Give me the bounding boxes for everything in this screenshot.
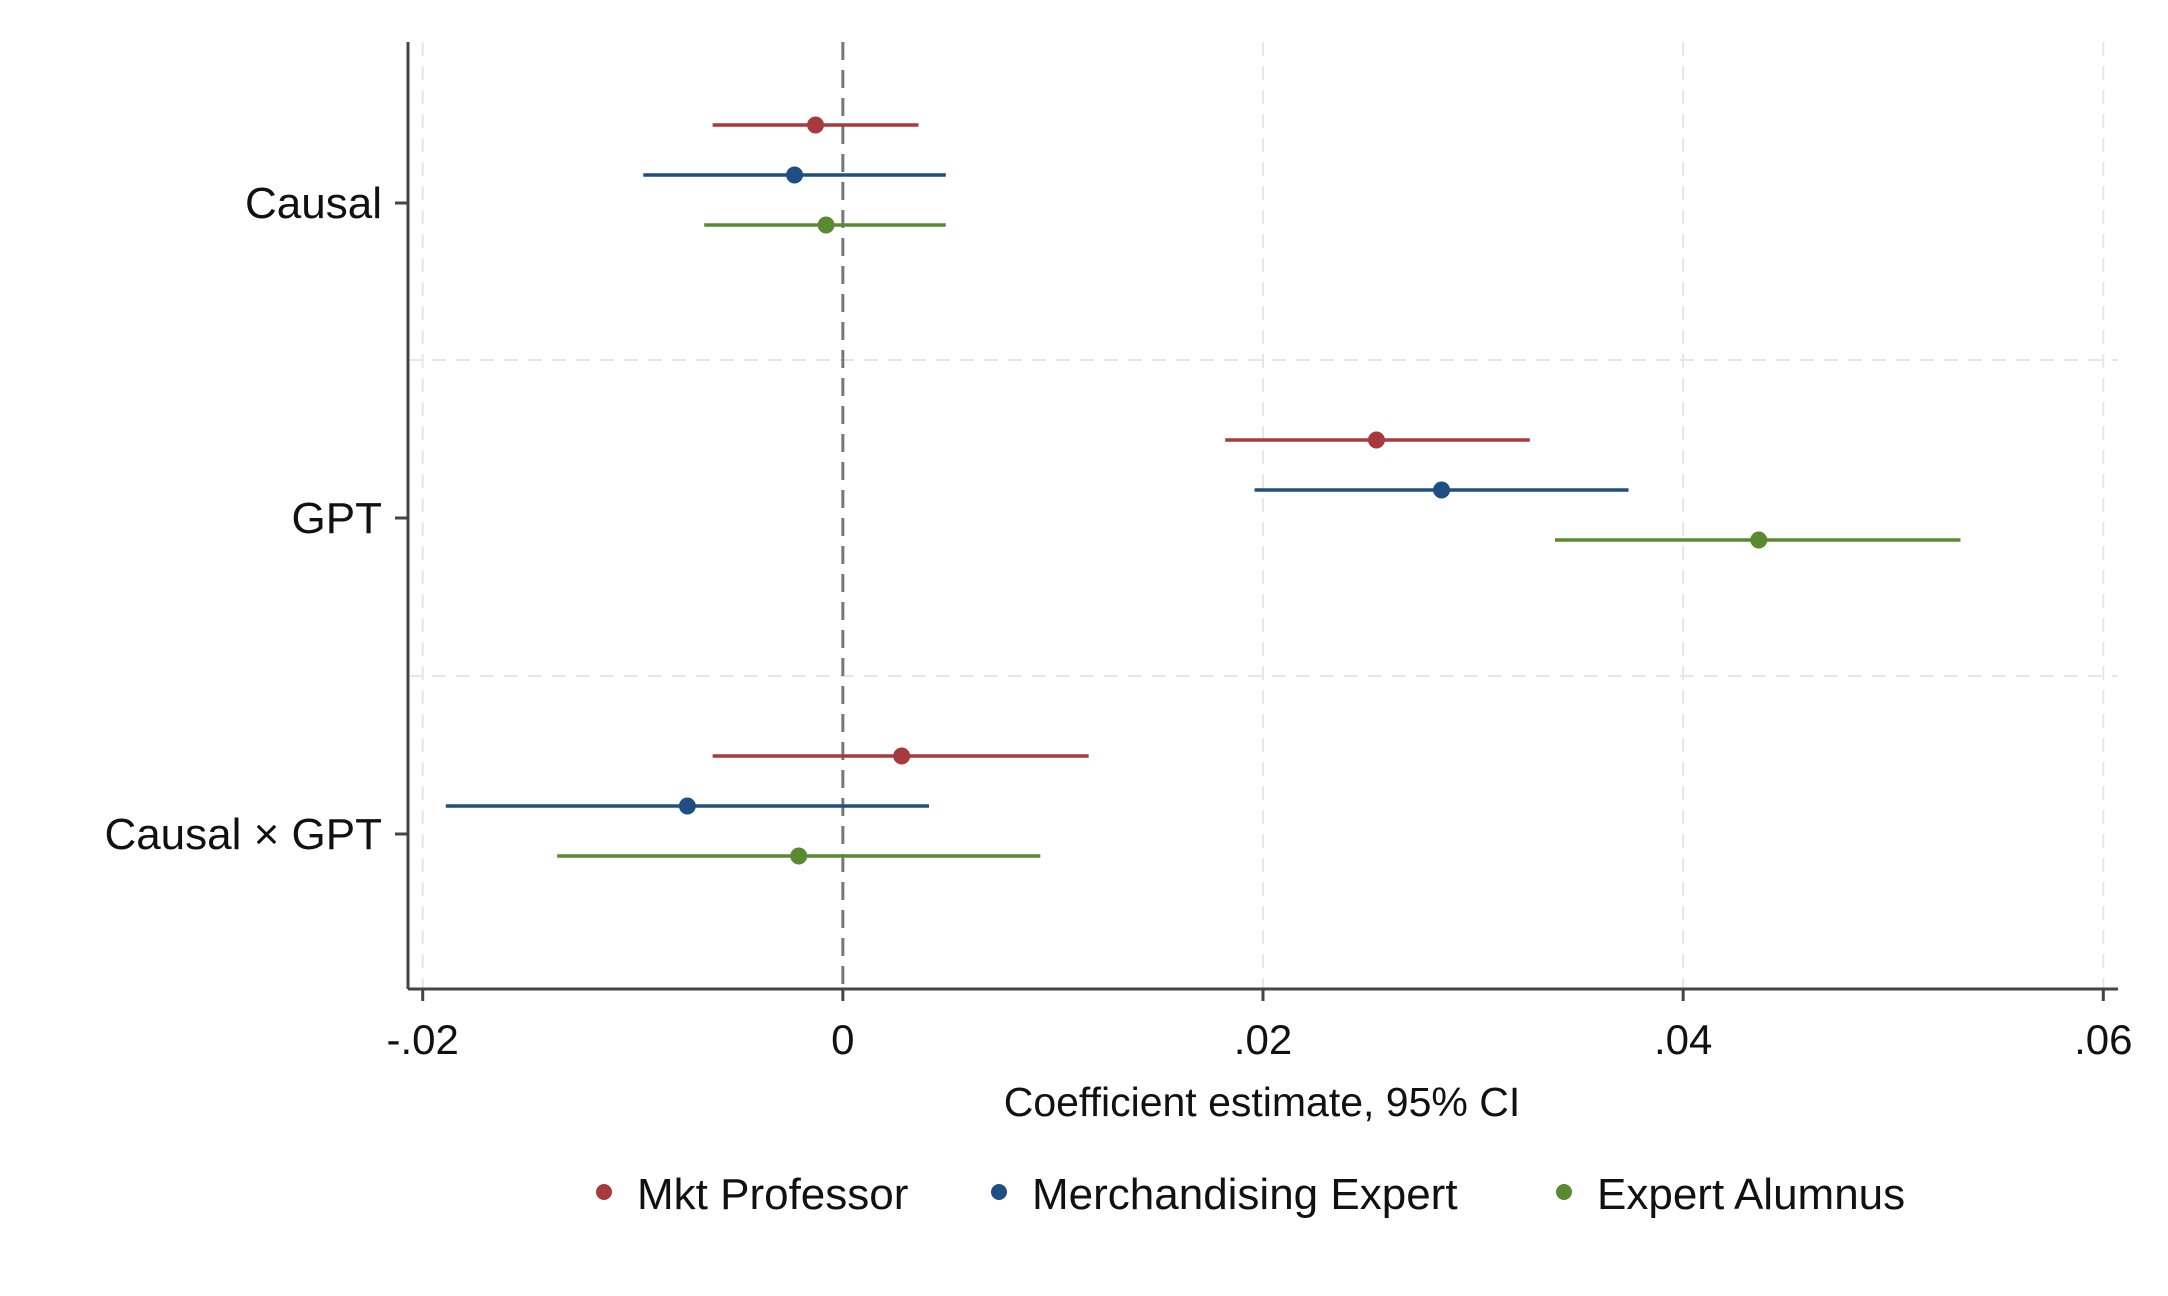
x-axis-title: Coefficient estimate, 95% CI (1004, 1079, 1521, 1125)
series-merchandising-expert (445, 166, 1629, 815)
estimate-point (893, 747, 911, 765)
axes (395, 42, 2118, 1001)
y-category-label: Causal (245, 179, 382, 228)
estimate-point (807, 116, 825, 134)
series-expert-alumnus (557, 216, 1961, 865)
legend-item: Expert Alumnus (1556, 1170, 1905, 1219)
estimate-series (445, 116, 1961, 865)
estimate-point (1750, 531, 1768, 549)
x-tick-label: .04 (1654, 1016, 1712, 1063)
x-tick-label: .02 (1234, 1016, 1292, 1063)
legend-marker (596, 1184, 612, 1200)
y-category-label: Causal × GPT (104, 810, 382, 859)
series-mkt-professor (712, 116, 1530, 765)
legend-item: Mkt Professor (596, 1170, 908, 1219)
estimate-point (1433, 481, 1451, 499)
legend-marker (1556, 1184, 1572, 1200)
grid-lines (408, 42, 2118, 989)
legend: Mkt Professor Merchandising Expert Expert … (596, 1170, 1905, 1219)
tick-labels: -.02 0 .02 .04 .06 Causal GPT Causal × GPT (104, 179, 2132, 1063)
estimate-point (790, 847, 808, 865)
legend-marker (991, 1184, 1007, 1200)
y-category-label: GPT (292, 494, 382, 543)
legend-label: Mkt Professor (637, 1170, 908, 1219)
estimate-point (1367, 431, 1385, 449)
legend-label: Merchandising Expert (1032, 1170, 1458, 1219)
estimate-point (678, 797, 696, 815)
legend-item: Merchandising Expert (991, 1170, 1458, 1219)
x-tick-label: .06 (2074, 1016, 2132, 1063)
estimate-point (817, 216, 835, 234)
x-tick-label: 0 (831, 1016, 854, 1063)
legend-label: Expert Alumnus (1597, 1170, 1905, 1219)
estimate-point (786, 166, 804, 184)
x-tick-label: -.02 (387, 1016, 459, 1063)
